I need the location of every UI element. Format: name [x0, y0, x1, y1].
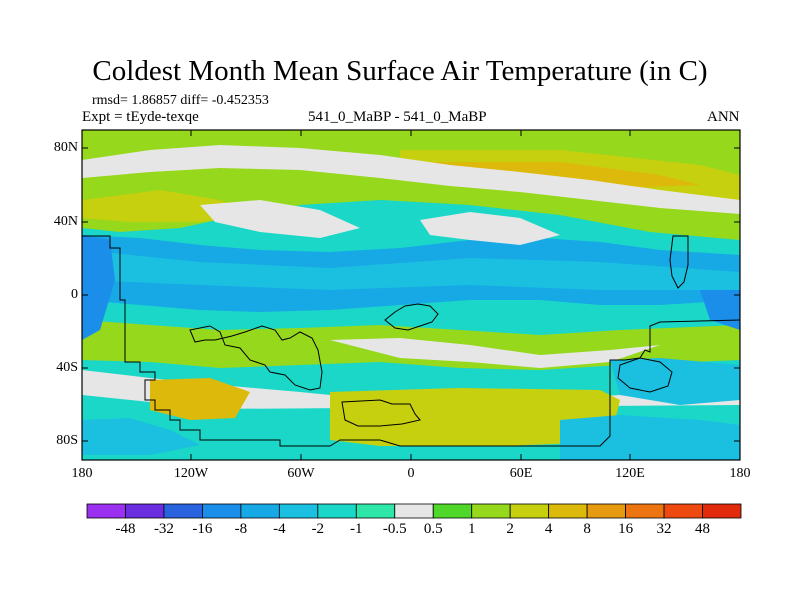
- colorbar-label: 4: [544, 521, 553, 537]
- colorbar-swatch: [125, 503, 165, 519]
- colorbar-label: 0.5: [423, 521, 443, 537]
- colorbar-swatch: [471, 503, 511, 519]
- field-orange-north: [430, 162, 700, 188]
- stats-line: rmsd= 1.86857 diff= -0.452353: [92, 93, 269, 108]
- lon-label-60e: 60E: [509, 466, 533, 481]
- field-white-north: [82, 145, 740, 214]
- lon-label-0: 0: [407, 466, 415, 481]
- lon-label-120w: 120W: [173, 466, 209, 481]
- field-cyan-southwest: [82, 418, 200, 455]
- colorbar-swatch: [548, 503, 588, 519]
- colorbar-swatch: [202, 503, 242, 519]
- experiment-label: Expt = tEyde-texqe: [82, 109, 199, 125]
- colorbar-swatch: [586, 503, 626, 519]
- colorbar-swatch: [163, 503, 203, 519]
- field-white-mid-2: [200, 200, 360, 238]
- field-cyan-mid: [82, 250, 740, 290]
- coastline-island: [384, 303, 439, 331]
- colorbar-label: -32: [153, 521, 174, 537]
- colorbar-label: -2: [311, 521, 325, 537]
- colorbar-label: -48: [115, 521, 136, 537]
- center-label: 541_0_MaBP - 541_0_MaBP: [308, 109, 487, 125]
- colorbar-label: 48: [695, 521, 711, 537]
- lat-label-80n: 80N: [53, 140, 78, 155]
- axis-ticks: [82, 130, 740, 460]
- colorbar-swatch: [278, 503, 319, 519]
- lat-label-40s: 40S: [56, 360, 78, 375]
- season-label: ANN: [707, 109, 740, 125]
- field-blue-west: [82, 235, 115, 340]
- continent-outlines: [82, 235, 741, 447]
- map-field: [82, 130, 740, 460]
- field-orange-antarctic: [150, 378, 250, 420]
- field-white-south-1: [330, 338, 660, 368]
- colorbar-swatch: [240, 503, 280, 519]
- colorbar-label: -16: [192, 521, 213, 537]
- field-cyan-southeast: [560, 415, 740, 460]
- field-white-mid-1: [420, 212, 560, 245]
- lon-label-120e: 120E: [615, 466, 645, 481]
- coastline-east-basin: [617, 357, 673, 393]
- coastline-antarctic-bay: [341, 399, 421, 427]
- lat-label-0: 0: [71, 287, 78, 302]
- colorbar-swatch: [509, 503, 550, 519]
- colorbar-label: -8: [234, 521, 248, 537]
- colorbar-label: -1: [350, 521, 363, 537]
- chart-title: Coldest Month Mean Surface Air Temperatu…: [92, 55, 708, 87]
- colorbar-label: 2: [506, 521, 514, 537]
- lon-label-180-right: 180: [729, 466, 751, 481]
- colorbar-swatch: [432, 503, 473, 519]
- colorbar-swatch: [317, 503, 357, 519]
- colorbar-swatch: [663, 503, 703, 519]
- colorbar-label: 16: [618, 521, 634, 537]
- colorbar-label: 8: [583, 521, 591, 537]
- colorbar: [86, 503, 742, 519]
- lat-label-80s: 80S: [56, 433, 78, 448]
- field-cyan-east: [610, 358, 740, 405]
- lon-label-60w: 60W: [287, 466, 315, 481]
- colorbar-swatch: [702, 503, 742, 519]
- colorbar-label: -0.5: [382, 521, 407, 537]
- colorbar-label: -4: [273, 521, 286, 537]
- colorbar-swatch: [625, 503, 665, 519]
- colorbar-label: 32: [656, 521, 672, 537]
- field-gold-antarctic: [330, 388, 620, 446]
- coastline-east-island: [669, 235, 689, 289]
- coastline-south-continent: [189, 325, 323, 391]
- lat-label-40n: 40N: [53, 214, 78, 229]
- colorbar-swatch: [86, 503, 126, 519]
- lon-label-180-left: 180: [71, 466, 93, 481]
- colorbar-label: 1: [467, 521, 476, 537]
- coastline-main: [82, 235, 741, 447]
- colorbar-swatch: [394, 503, 434, 519]
- colorbar-swatch: [355, 503, 396, 519]
